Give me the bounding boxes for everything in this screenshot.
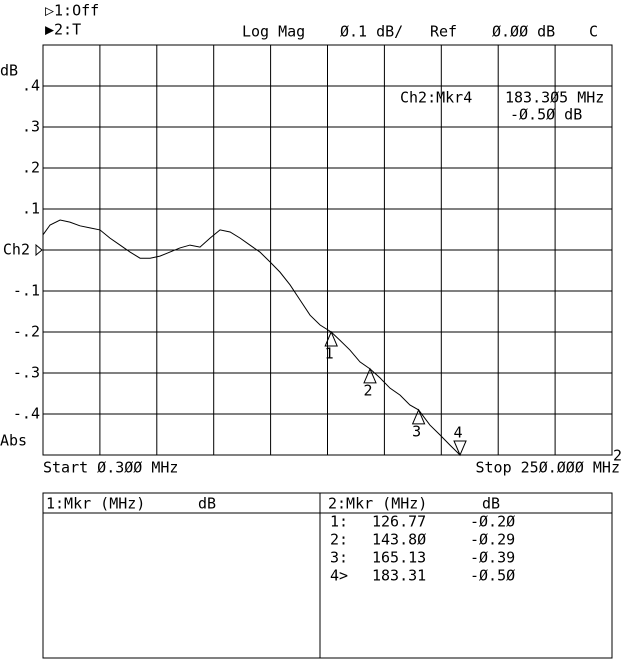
table-cell: 1: <box>330 513 348 531</box>
table-cell: 143.8Ø <box>372 531 426 549</box>
ref-value: Ø.ØØ dB <box>492 23 555 41</box>
table-cell: 183.31 <box>372 567 426 585</box>
y-tick-label: .4 <box>22 77 40 95</box>
abs-label: Abs <box>0 432 27 450</box>
table-cell: -Ø.2Ø <box>470 513 515 531</box>
stop-label: Stop 25Ø.ØØØ MHz <box>476 459 621 477</box>
readout-value: -Ø.5Ø dB <box>510 106 582 124</box>
table-frame <box>42 492 613 659</box>
flag: C <box>589 23 598 41</box>
ref-label: Ref <box>430 23 457 41</box>
ref-arrow <box>35 243 43 257</box>
channel1-state: ▷1:Off <box>45 2 99 20</box>
marker-label: 1 <box>325 345 334 363</box>
y-unit: dB <box>0 62 18 80</box>
table-cell: -Ø.5Ø <box>470 567 515 585</box>
trace <box>42 219 612 456</box>
y-tick-label: -.3 <box>13 364 40 382</box>
marker <box>324 330 338 347</box>
y-tick-label: .3 <box>22 118 40 136</box>
marker <box>453 440 467 457</box>
start-label: Start Ø.3ØØ MHz <box>43 459 178 477</box>
marker-label: 4 <box>454 424 463 442</box>
y-tick-label: Ch2 <box>3 241 30 259</box>
y-tick-label: -.1 <box>13 282 40 300</box>
y-tick-label: .1 <box>22 200 40 218</box>
y-tick-label: .2 <box>22 159 40 177</box>
table-unit: dB <box>482 495 500 513</box>
table-cell: 4> <box>330 567 348 585</box>
table-cell: 3: <box>330 549 348 567</box>
table-cell: -Ø.29 <box>470 531 515 549</box>
table-cell: 126.77 <box>372 513 426 531</box>
table-cell: 165.13 <box>372 549 426 567</box>
channel2-state: ▶2:T <box>45 21 81 39</box>
scale: Ø.1 dB/ <box>340 23 403 41</box>
channel-tag: 2 <box>613 447 622 465</box>
marker <box>411 408 426 425</box>
y-tick-label: -.4 <box>13 405 40 423</box>
table-header: 1:Mkr (MHz) <box>46 495 145 513</box>
table-unit: dB <box>198 495 216 513</box>
marker-label: 2 <box>363 381 372 399</box>
format: Log Mag <box>242 23 305 41</box>
table-header: 2:Mkr (MHz) <box>328 495 427 513</box>
marker <box>363 367 377 384</box>
marker-label: 3 <box>412 422 421 440</box>
readout-marker: Ch2:Mkr4 <box>400 89 472 107</box>
table-cell: -Ø.39 <box>470 549 515 567</box>
table-cell: 2: <box>330 531 348 549</box>
y-tick-label: -.2 <box>13 323 40 341</box>
